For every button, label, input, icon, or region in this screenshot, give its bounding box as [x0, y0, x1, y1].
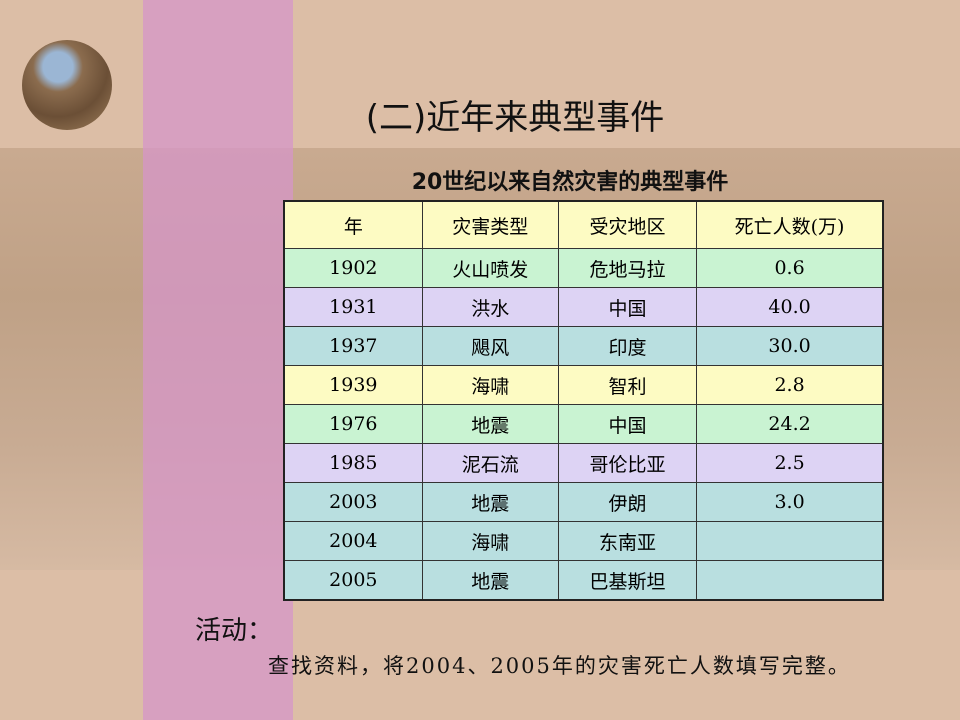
table-cell: 30.0	[696, 326, 884, 366]
activity-label: 活动：	[195, 616, 274, 646]
activity-text: 查找资料，将2004、2005年的灾害死亡人数填写完整。	[268, 654, 851, 678]
table-row: 1902 火山喷发 危地马拉 0.6	[283, 248, 884, 288]
table-cell: 2.5	[696, 443, 884, 483]
table-cell: 中国	[557, 404, 698, 444]
table-row: 1937 飓风 印度 30.0	[283, 326, 884, 366]
table-cell	[696, 521, 884, 561]
table-cell: 地震	[421, 404, 559, 444]
table-caption: 20世纪以来自然灾害的典型事件	[411, 170, 729, 195]
table-cell: 印度	[557, 326, 698, 366]
table-cell: 东南亚	[557, 521, 698, 561]
table-row: 2004 海啸 东南亚	[283, 521, 884, 561]
table-cell: 2.8	[696, 365, 884, 405]
table-cell: 中国	[557, 287, 698, 327]
table-row: 1931 洪水 中国 40.0	[283, 287, 884, 327]
table-cell: 飓风	[421, 326, 559, 366]
pink-stripe	[143, 0, 293, 720]
slide-title: (二)近年来典型事件	[365, 98, 665, 138]
table-cell: 洪水	[421, 287, 559, 327]
table-cell: 40.0	[696, 287, 884, 327]
table-cell: 2005	[283, 560, 423, 601]
table-cell: 1939	[283, 365, 423, 405]
table-cell: 24.2	[696, 404, 884, 444]
table-cell: 地震	[421, 482, 559, 522]
table-cell: 年	[283, 200, 423, 249]
table-cell: 1976	[283, 404, 423, 444]
table-cell: 3.0	[696, 482, 884, 522]
table-cell: 地震	[421, 560, 559, 601]
table-cell: 危地马拉	[557, 248, 698, 288]
table-row: 1939 海啸 智利 2.8	[283, 365, 884, 405]
table-cell: 巴基斯坦	[557, 560, 698, 601]
table-row: 2005 地震 巴基斯坦	[283, 560, 884, 601]
table-cell: 1937	[283, 326, 423, 366]
table-cell: 哥伦比亚	[557, 443, 698, 483]
table-cell: 1985	[283, 443, 423, 483]
table-row: 年灾害类型 受灾地区 死亡人数(万)	[283, 200, 884, 249]
table-row: 1976 地震 中国 24.2	[283, 404, 884, 444]
table-cell: 智利	[557, 365, 698, 405]
table-cell: 0.6	[696, 248, 884, 288]
table-cell: 1931	[283, 287, 423, 327]
table-cell: 海啸	[421, 521, 559, 561]
table-cell: 1902	[283, 248, 423, 288]
table-cell: 2004	[283, 521, 423, 561]
table-cell: 死亡人数(万)	[696, 200, 884, 249]
table-cell: 泥石流	[421, 443, 559, 483]
table-cell: 海啸	[421, 365, 559, 405]
photo-circle	[22, 40, 112, 130]
disaster-table: 年灾害类型 受灾地区 死亡人数(万) 1902 火山喷发 危地马拉 0.6 1931 洪水 中国 4…	[283, 200, 884, 601]
table-cell: 灾害类型	[421, 200, 559, 249]
table-cell	[696, 560, 884, 601]
table-cell: 火山喷发	[421, 248, 559, 288]
table-row: 1985 泥石流 哥伦比亚 2.5	[283, 443, 884, 483]
table-cell: 2003	[283, 482, 423, 522]
table-cell: 伊朗	[557, 482, 698, 522]
table-row: 2003 地震 伊朗 3.0	[283, 482, 884, 522]
table-cell: 受灾地区	[557, 200, 698, 249]
